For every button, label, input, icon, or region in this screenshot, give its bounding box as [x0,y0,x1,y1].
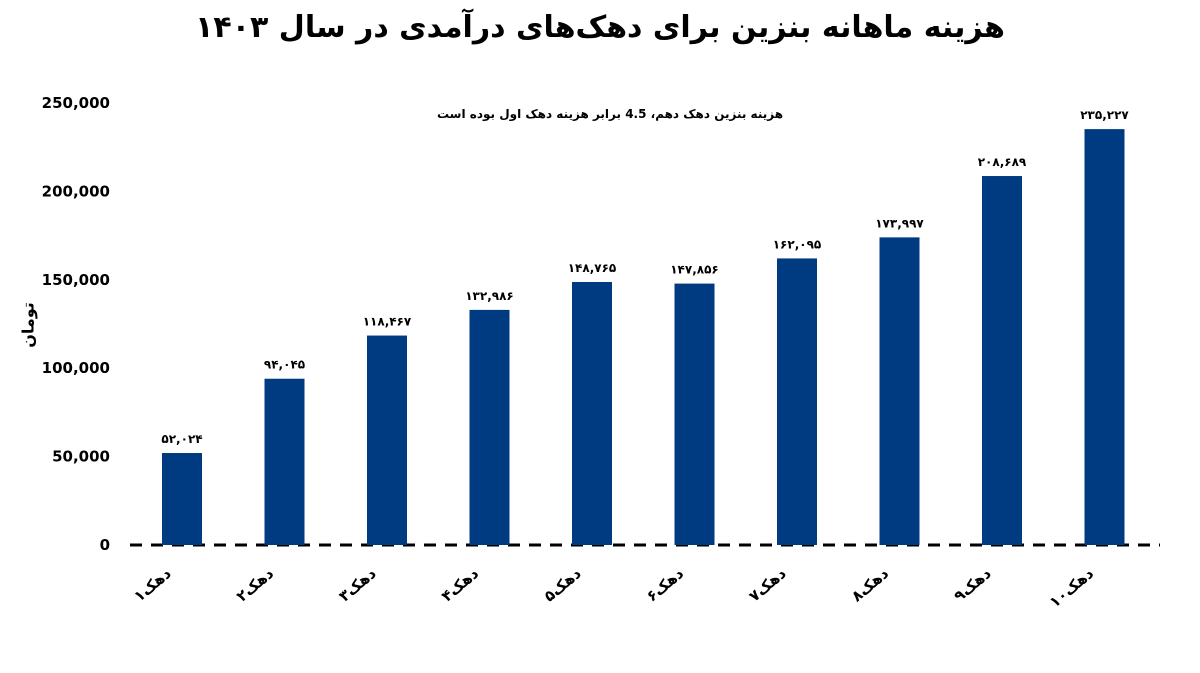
bar [264,378,305,545]
bar-value-label: ۱۳۲,۹۸۶ [465,289,514,303]
bar [777,258,817,545]
bar-value-label: ۲۳۵,۲۲۷ [1080,108,1129,122]
bar-value-label: ۱۷۳,۹۹۷ [875,216,924,230]
y-tick-label: 50,000 [52,448,110,466]
bar-value-label: ۲۰۸,۶۸۹ [978,155,1027,169]
x-tick-label: دهک۸ [848,564,892,605]
y-tick-label: 0 [100,536,110,554]
x-tick-label: دهک۳ [335,564,379,605]
bar-value-label: ۱۱۸,۴۶۷ [363,315,412,329]
x-tick-label: دهک۵ [540,564,584,605]
chart-title: هزینه ماهانه بنزین برای دهک‌های درآمدی د… [195,10,1005,45]
y-tick-label: 100,000 [42,359,110,377]
bar [982,176,1022,545]
x-tick-label: دهک۱ [130,564,174,605]
x-tick-label: دهک۴ [438,564,482,605]
chart-annotation: هزینه بنزین دهک دهم، 4.5 برابر هزینه دهک… [436,107,784,121]
bar [469,309,510,545]
bar-value-label: ۱۴۷,۸۵۶ [670,263,719,277]
y-tick-label: 250,000 [42,94,110,112]
x-tick-label: دهک۱۰ [1046,564,1097,611]
x-tick-label: دهک۶ [643,564,687,605]
bar [162,453,202,545]
bar-layer [162,129,1125,546]
bar-value-label: ۱۴۸,۷۶۵ [568,261,617,275]
bar [1084,129,1125,546]
bar-value-label: ۵۲,۰۲۴ [161,432,202,446]
x-tick-label: دهک۲ [233,564,277,605]
bar [367,335,407,545]
bar [674,283,715,545]
axis-layer: 0 50,000 100,000 150,000 200,000 250,000 [42,94,1160,554]
bar-value-label: ۱۶۲,۰۹۵ [773,237,822,251]
bar-value-label: ۹۴,۰۴۵ [264,358,305,372]
bar [879,237,920,546]
y-tick-label: 150,000 [42,271,110,289]
x-tick-label: دهک۷ [745,564,789,605]
x-tick-label: دهک۹ [950,564,994,605]
y-tick-label: 200,000 [42,182,110,200]
bar [572,281,612,545]
